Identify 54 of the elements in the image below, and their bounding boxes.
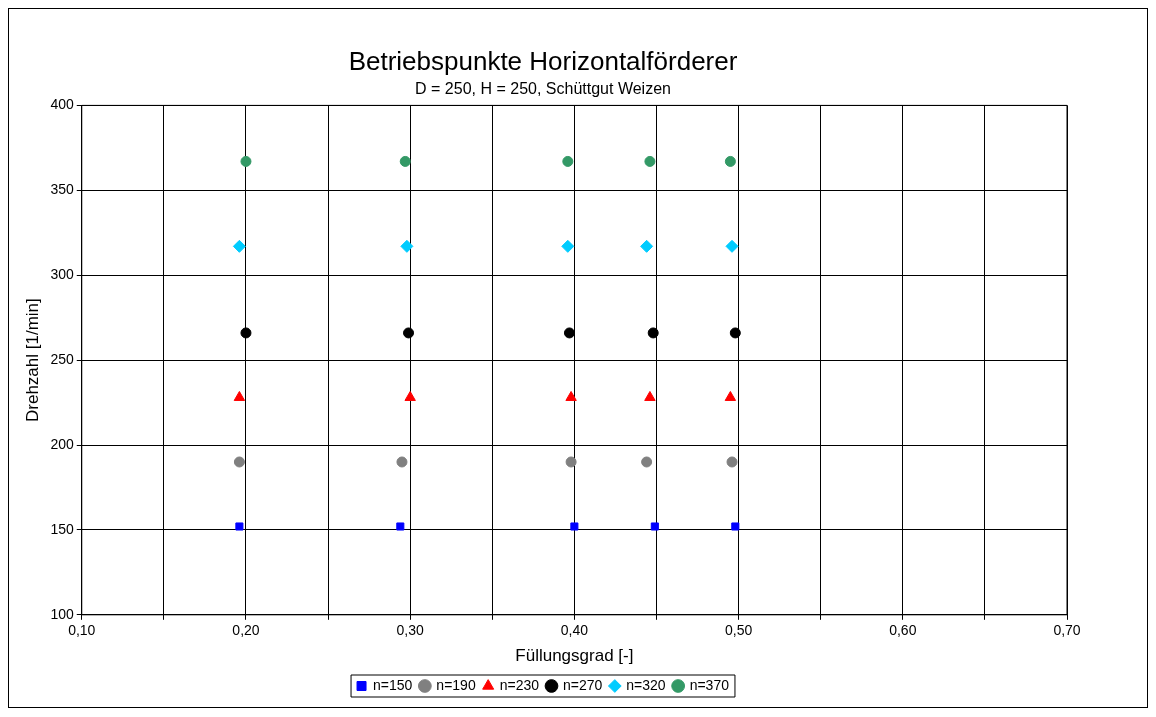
chart-subtitle: D = 250, H = 250, Schüttgut Weizen [415, 80, 671, 98]
point [644, 390, 656, 401]
point [396, 456, 408, 468]
point [240, 155, 252, 167]
y-tick-label: 150 [50, 520, 74, 537]
point [647, 327, 659, 339]
point [565, 390, 577, 401]
point [235, 522, 244, 531]
point [729, 327, 741, 339]
point [399, 155, 411, 167]
point [731, 522, 740, 531]
point [232, 239, 246, 253]
point [400, 239, 414, 253]
point [644, 155, 656, 167]
y-tick-label: 200 [50, 435, 74, 452]
point [562, 155, 574, 167]
x-tick-label: 0,40 [560, 622, 589, 639]
x-tick-label: 0,10 [68, 622, 96, 639]
y-tick-label: 300 [50, 266, 74, 283]
legend-label: n=230 [499, 676, 540, 693]
x-tick-label: 0,60 [889, 622, 917, 639]
point [404, 390, 416, 401]
chart-title: Betriebspunkte Horizontalförderer [348, 45, 738, 76]
legend-label: n=320 [626, 676, 666, 693]
point [396, 522, 405, 531]
point [233, 390, 246, 401]
legend-label: n=150 [373, 676, 413, 693]
legend-label: n=190 [436, 676, 476, 693]
y-axis-title: Drehzahl [1/min] [22, 298, 42, 422]
point [640, 239, 654, 253]
point [650, 522, 659, 531]
point [726, 456, 738, 468]
point [724, 390, 737, 401]
point [561, 239, 575, 253]
y-tick-label: 350 [50, 181, 74, 198]
point [725, 239, 739, 253]
x-tick-label: 0,50 [724, 622, 753, 639]
legend-label: n=370 [689, 676, 730, 693]
x-tick-label: 0,70 [1053, 622, 1081, 639]
point [724, 155, 736, 167]
point [565, 456, 577, 468]
x-tick-label: 0,30 [396, 622, 425, 639]
point [233, 456, 245, 468]
point [240, 327, 252, 339]
y-tick-label: 100 [50, 605, 74, 622]
x-axis-title: Füllungsgrad [-] [515, 646, 634, 666]
point [570, 522, 579, 531]
point [563, 327, 575, 339]
y-tick-label: 400 [50, 96, 74, 113]
x-tick-label: 0,20 [232, 622, 260, 639]
point [403, 327, 415, 339]
point [641, 456, 653, 468]
y-tick-label: 250 [50, 350, 74, 367]
legend-label: n=270 [563, 676, 603, 693]
